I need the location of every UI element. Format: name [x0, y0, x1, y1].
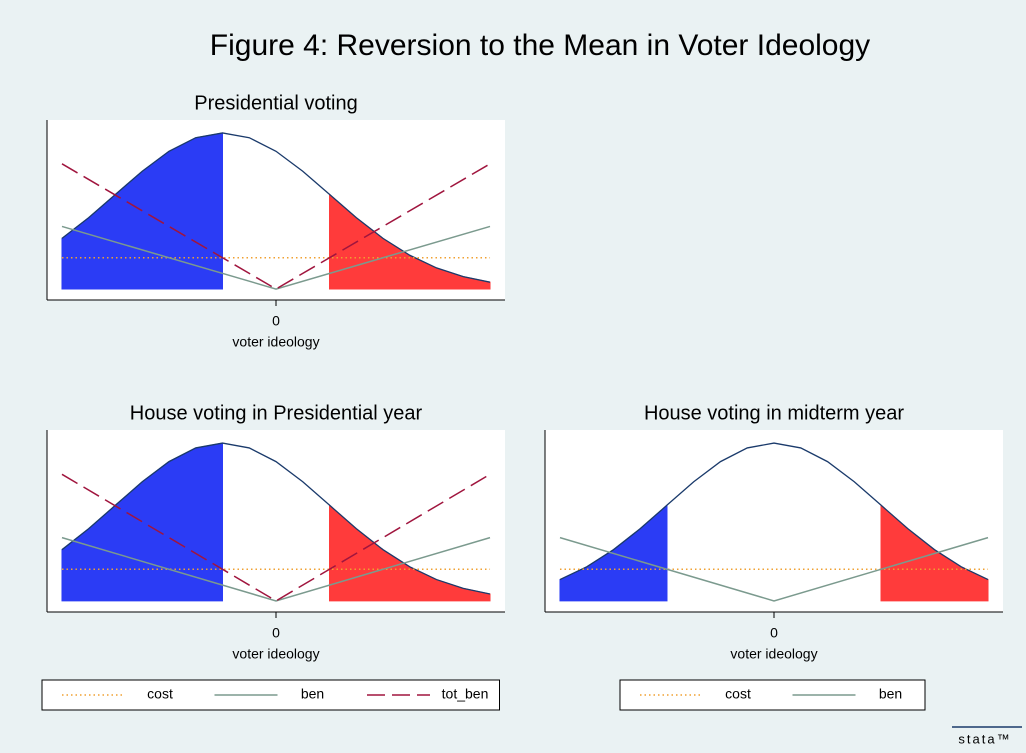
series-line: [61, 225, 491, 290]
density-curve: [61, 132, 491, 283]
density-curve: [61, 442, 491, 595]
x-axis-label: voter ideology: [232, 334, 319, 350]
series-line: [61, 536, 491, 602]
x-axis-label: voter ideology: [232, 646, 319, 662]
x-axis-label: voter ideology: [730, 646, 817, 662]
panel-title: Presidential voting: [194, 92, 357, 114]
watermark: stata™: [958, 731, 1011, 746]
legend-label: ben: [879, 686, 902, 702]
series-line: [61, 163, 491, 290]
panel-title: House voting in Presidential year: [130, 402, 423, 424]
density-curve: [559, 442, 989, 581]
legend-box: [619, 679, 926, 711]
legend-label: tot_ben: [442, 686, 489, 702]
x-tick-label: 0: [272, 625, 280, 641]
figure-title: Figure 4: Reversion to the Mean in Voter…: [210, 29, 870, 62]
legend-label: cost: [725, 686, 751, 702]
x-tick-label: 0: [272, 313, 280, 329]
legend-label: cost: [147, 686, 173, 702]
series-line: [559, 536, 989, 602]
series-line: [61, 473, 491, 602]
legend-label: ben: [301, 686, 324, 702]
x-tick-label: 0: [770, 625, 778, 641]
panel-title: House voting in midterm year: [644, 402, 904, 424]
